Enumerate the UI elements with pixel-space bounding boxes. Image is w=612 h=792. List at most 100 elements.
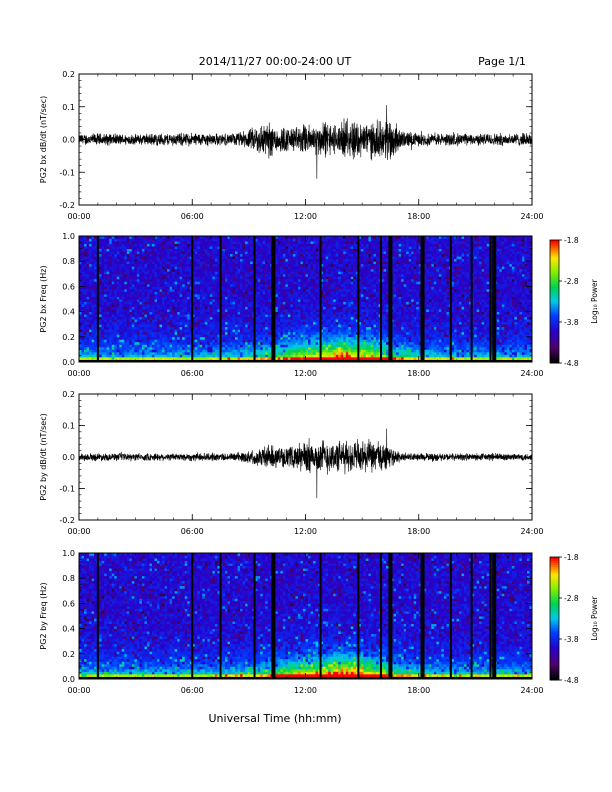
spectrogram-cell — [134, 291, 138, 295]
spectrogram-cell — [318, 304, 321, 307]
spectrogram-cell — [89, 293, 92, 297]
spectrogram-cell — [194, 349, 198, 353]
spectrogram-cell — [292, 283, 296, 287]
spectrogram-cell — [235, 331, 238, 335]
spectrogram-cell — [154, 321, 158, 325]
spectrogram-cell — [106, 281, 110, 285]
spectrogram-cell — [260, 256, 264, 260]
spectrogram-cell — [94, 299, 98, 302]
spectrogram-cell — [99, 334, 103, 338]
spectrogram-cell — [91, 253, 95, 257]
spectrogram-cell — [144, 276, 148, 280]
spectrogram-cell — [157, 246, 160, 249]
spectrogram-cell — [81, 258, 85, 262]
spectrogram-cell — [136, 351, 140, 355]
spectrogram-cell — [169, 273, 173, 277]
spectrogram-cell — [265, 263, 269, 267]
spectrogram-cell — [84, 238, 87, 242]
spectrogram-cell — [315, 306, 319, 310]
spectrogram-cell — [91, 296, 95, 300]
spectrogram-cell — [320, 314, 324, 318]
spectrogram-cell — [232, 268, 236, 272]
spectrogram-cell — [109, 346, 113, 350]
spectrogram-cell — [280, 291, 284, 295]
spectrogram-cell — [287, 309, 291, 312]
spectrogram-cell — [192, 291, 196, 295]
spectrogram-cell — [209, 304, 213, 307]
spectrogram-cell — [240, 258, 243, 262]
spectrogram-cell — [157, 304, 160, 307]
spectrogram-cell — [224, 344, 228, 348]
spectrogram-cell — [320, 291, 324, 295]
spectrogram-cell — [315, 261, 319, 265]
spectrogram-cell — [194, 251, 198, 255]
spectrogram-cell — [116, 299, 120, 302]
spectrogram-cell — [247, 346, 251, 350]
spectrogram-cell — [242, 351, 246, 355]
spectrogram-cell — [275, 296, 279, 300]
spectrogram-cell — [290, 301, 294, 305]
spectrogram-cell — [230, 339, 233, 343]
spectrogram-cell — [318, 248, 321, 252]
spectrogram-cell — [91, 329, 95, 333]
spectrogram-cell — [81, 316, 85, 320]
spectrogram-cell — [162, 241, 165, 244]
spectrogram-cell — [320, 324, 324, 328]
spectrogram-cell — [318, 266, 321, 270]
spectrogram-cell — [151, 256, 155, 260]
spectrogram-cell — [144, 293, 148, 297]
spectrogram-cell — [212, 281, 216, 285]
spectrogram-cell — [111, 341, 115, 345]
spectrogram-cell — [116, 236, 120, 239]
spectrogram-cell — [91, 273, 95, 277]
spectrogram-cell — [290, 344, 294, 348]
spectrogram-cell — [89, 246, 92, 249]
spectrogram-cell — [141, 316, 145, 320]
spectrogram-cell — [84, 276, 87, 280]
spectrogram-cell — [265, 351, 269, 355]
spectrogram-cell — [204, 336, 208, 340]
spectrogram-cell — [172, 266, 176, 270]
spectrogram-cell — [290, 311, 294, 315]
spectrogram-cell — [144, 291, 148, 295]
spectrogram-cell — [227, 246, 231, 249]
spectrogram-cell — [179, 276, 183, 280]
spectrogram-cell — [124, 266, 128, 270]
spectrogram-cell — [222, 309, 226, 312]
spectrogram-cell — [310, 283, 314, 287]
spectrogram-cell — [305, 268, 309, 272]
spectrogram-cell — [121, 356, 125, 360]
spectrogram-cell — [197, 329, 201, 333]
spectrogram-cell — [89, 263, 92, 267]
spectrogram-cell — [282, 324, 286, 328]
spectrogram-cell — [157, 261, 160, 265]
spectrogram-cell — [285, 336, 289, 340]
spectrogram-cell — [159, 309, 163, 312]
spectrogram-cell — [267, 324, 271, 328]
spectrogram-cell — [214, 329, 218, 333]
spectrogram-cell — [292, 306, 296, 310]
spectrogram-cell — [124, 258, 128, 262]
spectrogram-cell — [174, 334, 178, 338]
spectrogram-cell — [250, 306, 254, 310]
spectrogram-cell — [257, 306, 261, 310]
spectrogram-cell — [139, 276, 143, 280]
spectrogram-cell — [104, 283, 108, 287]
spectrogram-cell — [94, 241, 98, 244]
spectrogram-cell — [164, 258, 168, 262]
spectrogram-cell — [227, 276, 231, 280]
spectrogram-cell — [267, 273, 271, 277]
spectrogram-cell — [141, 273, 145, 277]
spectrogram-cell — [194, 273, 198, 277]
spectrogram-cell — [149, 324, 153, 328]
spectrogram-cell — [167, 278, 170, 282]
spectrogram-cell — [144, 344, 148, 348]
spectrogram-cell — [182, 281, 186, 285]
spectrogram-cell — [277, 246, 281, 249]
spectrogram-cell — [197, 316, 201, 320]
spectrogram-cell — [104, 321, 108, 325]
page-title: 2014/11/27 00:00-24:00 UT — [199, 55, 352, 68]
spectrogram-cell — [187, 314, 191, 318]
spectrogram-cell — [84, 341, 87, 345]
spectrogram-cell — [282, 296, 286, 300]
